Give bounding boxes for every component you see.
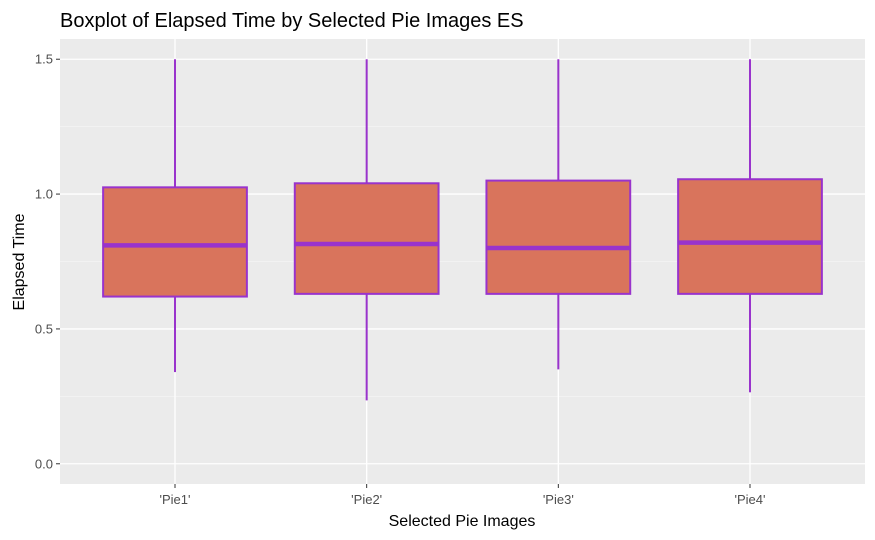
x-tick-label: 'Pie1': [160, 492, 191, 507]
x-tick-label: 'Pie3': [543, 492, 574, 507]
boxes-layer: [102, 59, 823, 401]
box-4: [677, 59, 823, 393]
box-2: [293, 59, 440, 401]
x-tick-label: 'Pie2': [351, 492, 382, 507]
y-axis: 0.0 0.5 1.0 1.5: [35, 52, 60, 471]
box-3: [485, 59, 632, 370]
x-tick-label: 'Pie4': [735, 492, 766, 507]
box-rect: [677, 178, 823, 295]
y-tick-label: 0.5: [35, 321, 53, 336]
y-tick-label: 0.0: [35, 456, 53, 471]
x-axis: 'Pie1' 'Pie2' 'Pie3' 'Pie4': [160, 484, 766, 507]
box-rect: [293, 182, 440, 295]
box-rect: [102, 186, 248, 298]
y-tick-label: 1.5: [35, 52, 53, 67]
x-axis-title: Selected Pie Images: [389, 513, 536, 530]
box-1: [102, 59, 248, 373]
y-axis-title: Elapsed Time: [11, 213, 28, 310]
y-tick-label: 1.0: [35, 187, 53, 202]
box-rect: [485, 179, 632, 295]
chart-title: Boxplot of Elapsed Time by Selected Pie …: [60, 10, 524, 32]
